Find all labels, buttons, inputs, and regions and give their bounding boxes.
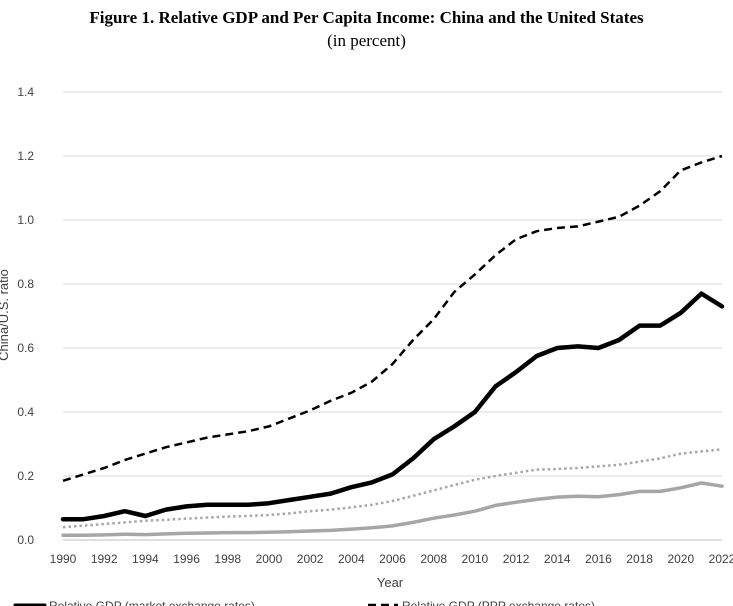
chart-subtitle: (in percent) [327,31,406,50]
x-tick-label: 1992 [91,552,118,566]
y-tick-label: 0.0 [17,533,34,547]
y-tick-label: 1.0 [17,213,34,227]
y-axis-label: China/U.S. ratio [0,269,11,361]
x-tick-label: 1998 [214,552,241,566]
chart-title: Figure 1. Relative GDP and Per Capita In… [89,8,644,27]
legend-label: Relative GDP (PPP exchange rates) [402,599,595,606]
x-tick-label: 2018 [626,552,653,566]
y-tick-label: 0.6 [17,341,34,355]
x-tick-label: 2014 [544,552,571,566]
x-tick-label: 2010 [462,552,489,566]
series-line-2 [62,154,723,482]
y-tick-label: 1.2 [17,149,34,163]
x-tick-label: 2008 [420,552,447,566]
y-tick-label: 1.4 [17,85,34,99]
legend-label: Relative GDP (market exchange rates) [49,599,255,606]
gridlines [63,91,722,541]
y-tick-label: 0.4 [17,405,34,419]
x-tick-label: 2012 [503,552,530,566]
series-lines [60,154,725,537]
x-tick-label: 2016 [585,552,612,566]
chart-area [0,70,733,606]
x-tick-label: 1994 [132,552,159,566]
x-tick-label: 2020 [667,552,694,566]
y-axis-ticks: 0.0 0.2 0.4 0.6 0.8 1.0 1.2 1.4 [17,85,34,547]
series-line-4 [61,481,724,537]
x-tick-label: 2000 [256,552,283,566]
x-tick-label: 1990 [50,552,77,566]
y-tick-label: 0.2 [17,469,34,483]
x-axis-ticks: 1990 1992 1994 1996 1998 2000 2002 2004 2006 2008… [50,552,733,566]
legend: Relative GDP (market exchange rates) Rela… [13,599,595,606]
x-tick-label: 2006 [379,552,406,566]
y-tick-label: 0.8 [17,277,34,291]
series-line-1 [60,291,725,522]
x-tick-label: 2002 [297,552,324,566]
series-line-3 [62,448,723,529]
x-tick-label: 1996 [173,552,200,566]
x-axis-label: Year [377,575,404,590]
x-tick-label: 2004 [338,552,365,566]
x-tick-label: 2022 [709,552,733,566]
